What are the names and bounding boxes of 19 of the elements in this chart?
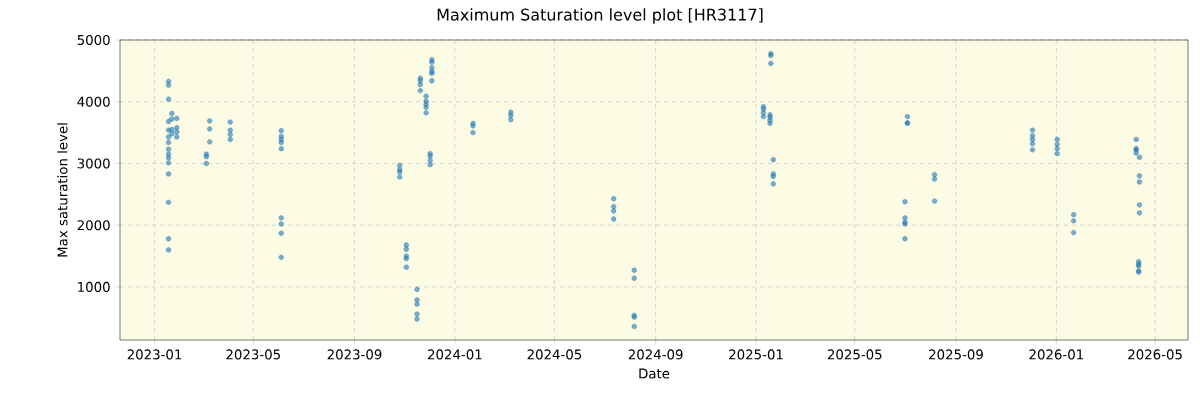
x-tick-label: 2026-05 xyxy=(1128,349,1182,360)
x-tick-label: 2024-09 xyxy=(628,349,683,360)
x-tick-label: 2024-05 xyxy=(527,349,582,360)
x-tick-label: 2023-05 xyxy=(226,349,280,360)
y-tick-label: 1000 xyxy=(78,281,110,292)
y-tick-label: 4000 xyxy=(77,96,110,107)
x-tick-label: 2025-09 xyxy=(929,349,983,360)
y-tick-label: 2000 xyxy=(77,220,110,231)
y-axis-title: Max saturation level xyxy=(57,123,68,257)
y-tick-label: 3000 xyxy=(77,158,110,169)
x-tick-label: 2023-09 xyxy=(327,349,382,360)
x-axis-title: Date xyxy=(639,368,670,379)
x-tick-label: 2023-01 xyxy=(127,349,182,360)
x-tick-label: 2025-05 xyxy=(827,349,882,360)
x-tick-label: 2025-01 xyxy=(729,349,783,360)
y-tick-label: 5000 xyxy=(77,34,110,46)
x-tick-label: 2026-01 xyxy=(1029,349,1083,360)
x-tick-label: 2024-01 xyxy=(428,349,482,360)
chart-title: Maximum Saturation level plot [HR3117] xyxy=(437,8,763,24)
